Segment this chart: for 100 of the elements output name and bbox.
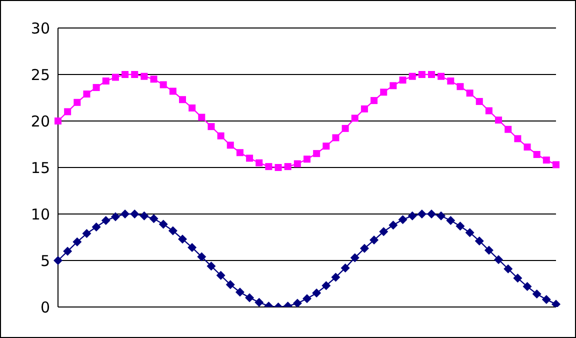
point xyxy=(63,246,72,256)
point xyxy=(466,90,474,97)
point xyxy=(494,255,504,264)
point xyxy=(313,150,320,158)
point xyxy=(360,244,369,253)
point xyxy=(188,242,197,252)
point xyxy=(72,237,82,246)
point xyxy=(322,281,331,290)
point xyxy=(342,124,349,132)
point xyxy=(158,220,168,229)
point xyxy=(130,210,140,218)
point xyxy=(120,210,130,218)
point xyxy=(370,97,378,104)
point xyxy=(331,272,340,282)
point xyxy=(476,98,483,105)
point xyxy=(197,252,206,262)
point xyxy=(379,227,388,236)
point xyxy=(292,298,302,307)
point xyxy=(140,72,148,80)
point xyxy=(533,150,540,158)
point xyxy=(188,104,196,112)
point xyxy=(246,154,254,162)
point xyxy=(302,294,312,304)
point xyxy=(504,264,513,274)
point xyxy=(427,210,436,218)
point xyxy=(284,163,292,170)
point xyxy=(513,274,522,283)
point xyxy=(447,78,454,85)
point xyxy=(64,108,72,116)
y-tick-label: 15 xyxy=(30,158,50,177)
point xyxy=(265,163,272,170)
point xyxy=(524,144,531,151)
point xyxy=(274,164,282,171)
point xyxy=(522,282,532,292)
point xyxy=(178,234,187,244)
y-tick-label: 0 xyxy=(40,298,50,316)
point xyxy=(332,134,340,142)
point xyxy=(131,71,138,78)
point xyxy=(254,298,264,307)
point xyxy=(408,211,417,220)
point xyxy=(456,83,464,90)
point xyxy=(92,84,100,92)
point xyxy=(179,96,186,104)
point xyxy=(54,118,62,124)
point xyxy=(340,263,350,272)
y-tick-label: 5 xyxy=(40,252,50,270)
point xyxy=(456,222,465,231)
point xyxy=(552,300,560,307)
point xyxy=(322,142,330,150)
point xyxy=(101,216,110,226)
point xyxy=(74,98,81,106)
point xyxy=(216,270,226,280)
point xyxy=(83,90,90,98)
point xyxy=(110,212,120,222)
point xyxy=(485,107,492,114)
point xyxy=(417,210,426,218)
point xyxy=(484,246,494,255)
point xyxy=(122,71,129,78)
point xyxy=(217,132,224,140)
point xyxy=(206,262,216,271)
point xyxy=(360,105,368,112)
point xyxy=(160,81,167,88)
point xyxy=(235,288,244,297)
point xyxy=(418,71,426,78)
point xyxy=(408,72,416,80)
point xyxy=(198,114,206,121)
point xyxy=(351,114,358,122)
point xyxy=(304,156,310,163)
point xyxy=(226,142,234,149)
point xyxy=(504,126,512,133)
point xyxy=(399,76,406,84)
point xyxy=(542,295,551,304)
point xyxy=(208,123,215,130)
point xyxy=(294,160,301,168)
point xyxy=(446,216,456,226)
point xyxy=(150,76,158,83)
point xyxy=(465,228,474,238)
y-tick-label: 25 xyxy=(30,66,50,84)
point xyxy=(428,71,435,78)
point xyxy=(54,256,62,265)
y-tick-label: 30 xyxy=(30,19,50,38)
point xyxy=(514,135,522,142)
point xyxy=(380,88,388,96)
point xyxy=(140,211,149,220)
point xyxy=(436,211,446,220)
point xyxy=(168,226,178,236)
point xyxy=(312,288,322,298)
point xyxy=(542,156,550,164)
point xyxy=(370,236,379,245)
point xyxy=(169,88,176,95)
point xyxy=(438,72,445,80)
point xyxy=(388,220,398,230)
point xyxy=(532,289,542,298)
point xyxy=(102,78,110,85)
point xyxy=(350,253,360,262)
point xyxy=(82,229,92,238)
point xyxy=(149,214,158,224)
point xyxy=(474,236,484,246)
point xyxy=(236,149,244,156)
point xyxy=(92,222,101,232)
